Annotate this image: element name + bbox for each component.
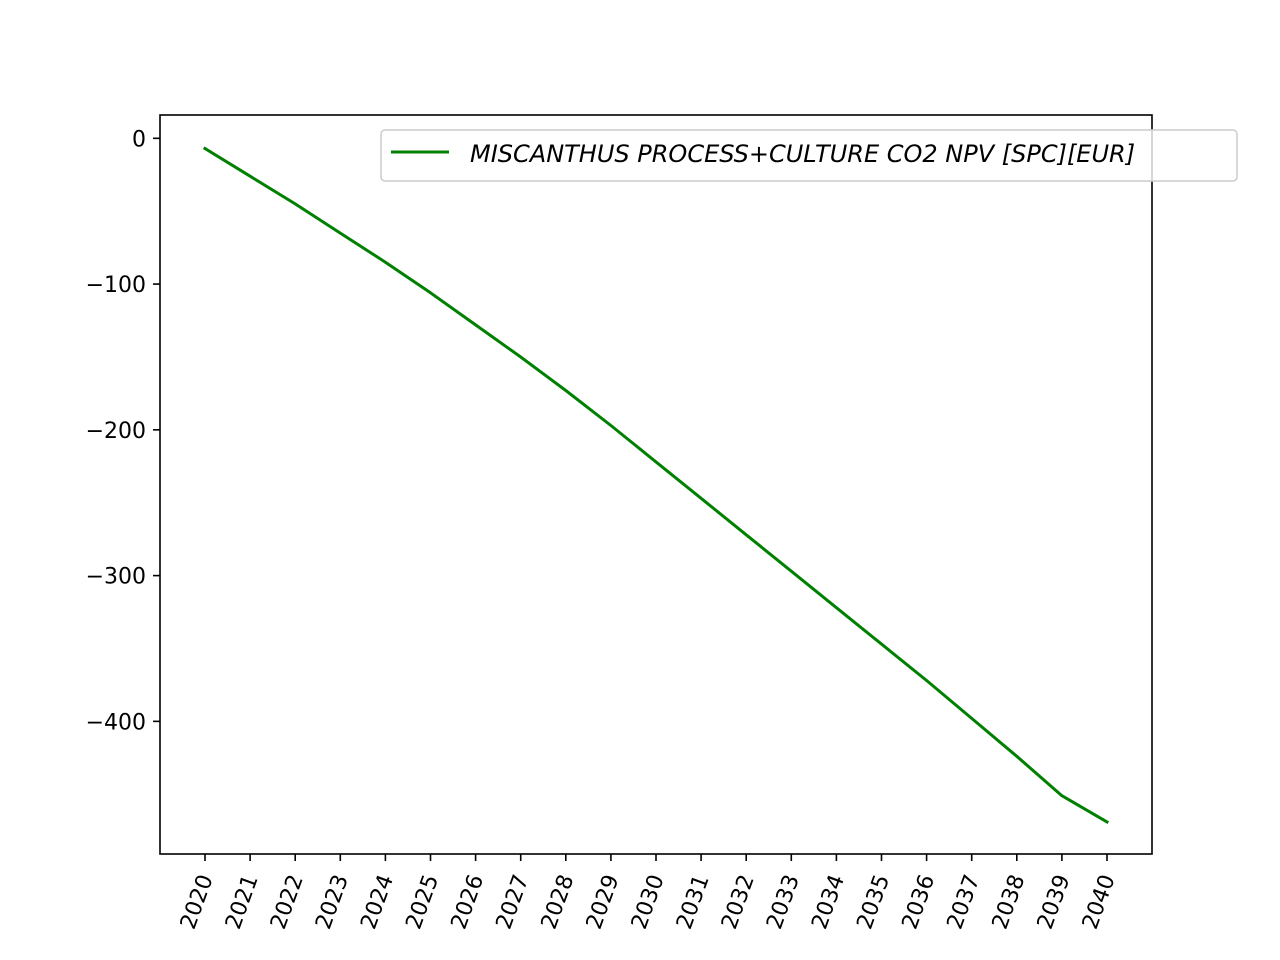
x-tick-label: 2034 bbox=[807, 872, 850, 933]
x-tick-label: 2040 bbox=[1078, 872, 1121, 933]
x-tick-label: 2033 bbox=[762, 872, 805, 933]
x-axis: 2020 2021 2022 2023 2024 2025 2026 2027 2028 2029… bbox=[176, 854, 1121, 933]
y-tick-label: −400 bbox=[86, 710, 146, 735]
x-tick-label: 2022 bbox=[266, 872, 309, 933]
x-tick-label: 2036 bbox=[898, 872, 941, 933]
x-tick-label: 2024 bbox=[356, 872, 399, 933]
x-tick-label: 2039 bbox=[1033, 872, 1076, 933]
x-tick-label: 2035 bbox=[852, 872, 895, 933]
x-tick-label: 2037 bbox=[943, 872, 986, 933]
x-tick-label: 2038 bbox=[988, 872, 1031, 933]
plot-area bbox=[159, 114, 1153, 855]
x-tick-label: 2028 bbox=[537, 872, 580, 933]
x-tick-label: 2027 bbox=[492, 872, 535, 933]
legend-label: MISCANTHUS PROCESS+CULTURE CO2 NPV [SPC]… bbox=[470, 140, 1135, 168]
x-tick-label: 2020 bbox=[176, 872, 219, 933]
y-tick-label: −300 bbox=[86, 565, 146, 590]
x-tick-label: 2025 bbox=[401, 872, 444, 933]
x-tick-label: 2031 bbox=[672, 872, 715, 933]
x-tick-label: 2023 bbox=[311, 872, 354, 933]
y-axis: 0 −100 −200 −300 −400 bbox=[86, 127, 160, 735]
series-line-0 bbox=[202, 146, 1110, 824]
x-tick-label: 2029 bbox=[582, 872, 625, 933]
legend-box bbox=[380, 129, 1238, 182]
y-tick-label: 0 bbox=[132, 127, 146, 152]
y-tick-label: −200 bbox=[86, 419, 146, 444]
x-tick-label: 2032 bbox=[717, 872, 760, 933]
legend: MISCANTHUS PROCESS+CULTURE CO2 NPV [SPC]… bbox=[380, 129, 1238, 182]
x-tick-label: 2026 bbox=[447, 872, 490, 933]
x-tick-label: 2030 bbox=[627, 872, 670, 933]
x-tick-label: 2021 bbox=[221, 872, 264, 933]
y-tick-label: −100 bbox=[86, 273, 146, 298]
